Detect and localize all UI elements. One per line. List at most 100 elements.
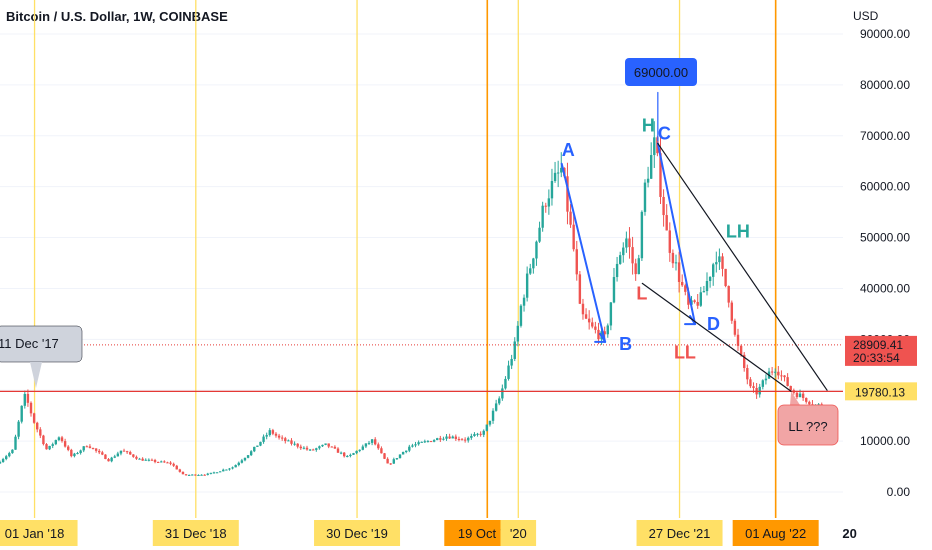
candle-body — [169, 462, 172, 464]
candle-body — [280, 437, 284, 439]
candle-body — [20, 405, 23, 422]
candle-body — [581, 303, 585, 315]
label-h: H — [642, 115, 655, 135]
candle-body — [659, 153, 662, 197]
candle-body — [287, 440, 290, 442]
candle-body — [643, 182, 647, 212]
price-tick-50000.00: 50000.00 — [860, 231, 910, 245]
candle-body — [138, 458, 141, 460]
candle-body — [684, 285, 687, 292]
candle-body — [265, 435, 268, 437]
candle-body — [640, 211, 644, 259]
candle-body — [414, 444, 417, 446]
candle-body — [302, 447, 306, 449]
candle-body — [222, 469, 225, 472]
candle-body — [668, 230, 671, 253]
candle-body — [358, 449, 361, 451]
candle-body — [529, 268, 532, 274]
candle-body — [423, 441, 427, 443]
candle-body — [432, 440, 436, 442]
candle-body — [795, 392, 799, 398]
candle-body — [408, 446, 411, 451]
candle-body — [702, 291, 706, 293]
trendline-upper — [657, 142, 828, 391]
candle-body — [200, 474, 203, 476]
candle-body — [758, 386, 761, 395]
callout-left-pointer — [30, 362, 42, 388]
candle-body — [801, 393, 805, 398]
time-label-2020-12-28: '20 — [510, 526, 527, 541]
candle-body — [327, 443, 330, 447]
candle-body — [680, 281, 684, 286]
candle-body — [67, 446, 70, 450]
candle-body — [63, 441, 67, 447]
candle-body — [144, 459, 147, 461]
candle-body — [507, 365, 510, 379]
candle-body — [467, 437, 470, 441]
support-price-tag — [845, 382, 917, 401]
candle-body — [743, 354, 746, 369]
candle-body — [42, 435, 45, 445]
candle-body — [535, 241, 538, 259]
candle-body — [547, 198, 551, 207]
candle-body — [653, 137, 656, 156]
candle-body — [612, 277, 616, 303]
time-label-box — [0, 520, 78, 546]
candle-body — [519, 305, 523, 326]
price-axis-unit: USD — [853, 9, 879, 23]
trendline-lower — [641, 282, 792, 392]
candle-body — [234, 465, 237, 468]
candle-body — [215, 472, 219, 474]
time-label-2018-01-01: 01 Jan '18 — [5, 526, 65, 541]
candle-body — [237, 462, 240, 466]
candle-body — [693, 300, 696, 302]
candle-body — [191, 474, 194, 476]
candle-body — [405, 450, 408, 453]
candle-body — [625, 238, 628, 248]
candle-body — [727, 286, 730, 303]
candle-body — [808, 401, 811, 405]
candle-body — [147, 459, 151, 461]
candle-body — [246, 455, 250, 458]
candle-body — [206, 473, 209, 475]
callout-high-text: 69000.00 — [634, 65, 688, 80]
candle-body — [556, 172, 560, 174]
candle-body — [262, 436, 265, 442]
label-c: C — [658, 123, 671, 143]
candle-body — [181, 471, 185, 475]
candle-body — [355, 450, 358, 454]
candle-body — [32, 413, 36, 423]
candle-body — [429, 441, 433, 443]
candle-body — [274, 433, 278, 436]
candle-body — [293, 443, 296, 445]
label-ll: LL — [674, 342, 696, 362]
candle-body — [383, 453, 386, 459]
candle-body — [209, 472, 213, 474]
price-tick-40000.00: 40000.00 — [860, 281, 910, 295]
candle-body — [330, 446, 333, 448]
candle-body — [160, 461, 163, 463]
candle-body — [172, 463, 175, 466]
candle-body — [677, 262, 681, 282]
grid — [0, 33, 843, 493]
candle-body — [135, 456, 138, 459]
candle-body — [367, 442, 371, 444]
trend-a-b — [560, 162, 607, 343]
candle-body — [786, 377, 789, 387]
candle-body — [541, 205, 544, 228]
candle-body — [764, 378, 768, 381]
candle-body — [591, 322, 594, 327]
candle-body — [463, 439, 467, 441]
label-a: A — [562, 140, 575, 160]
candle-body — [256, 445, 259, 447]
candle-body — [420, 441, 423, 443]
drawings — [560, 91, 828, 392]
time-label-box — [314, 520, 401, 546]
candle-body — [454, 436, 458, 439]
candle-body — [228, 468, 231, 470]
callout-ll-box — [777, 404, 839, 446]
candle-body — [249, 451, 253, 456]
